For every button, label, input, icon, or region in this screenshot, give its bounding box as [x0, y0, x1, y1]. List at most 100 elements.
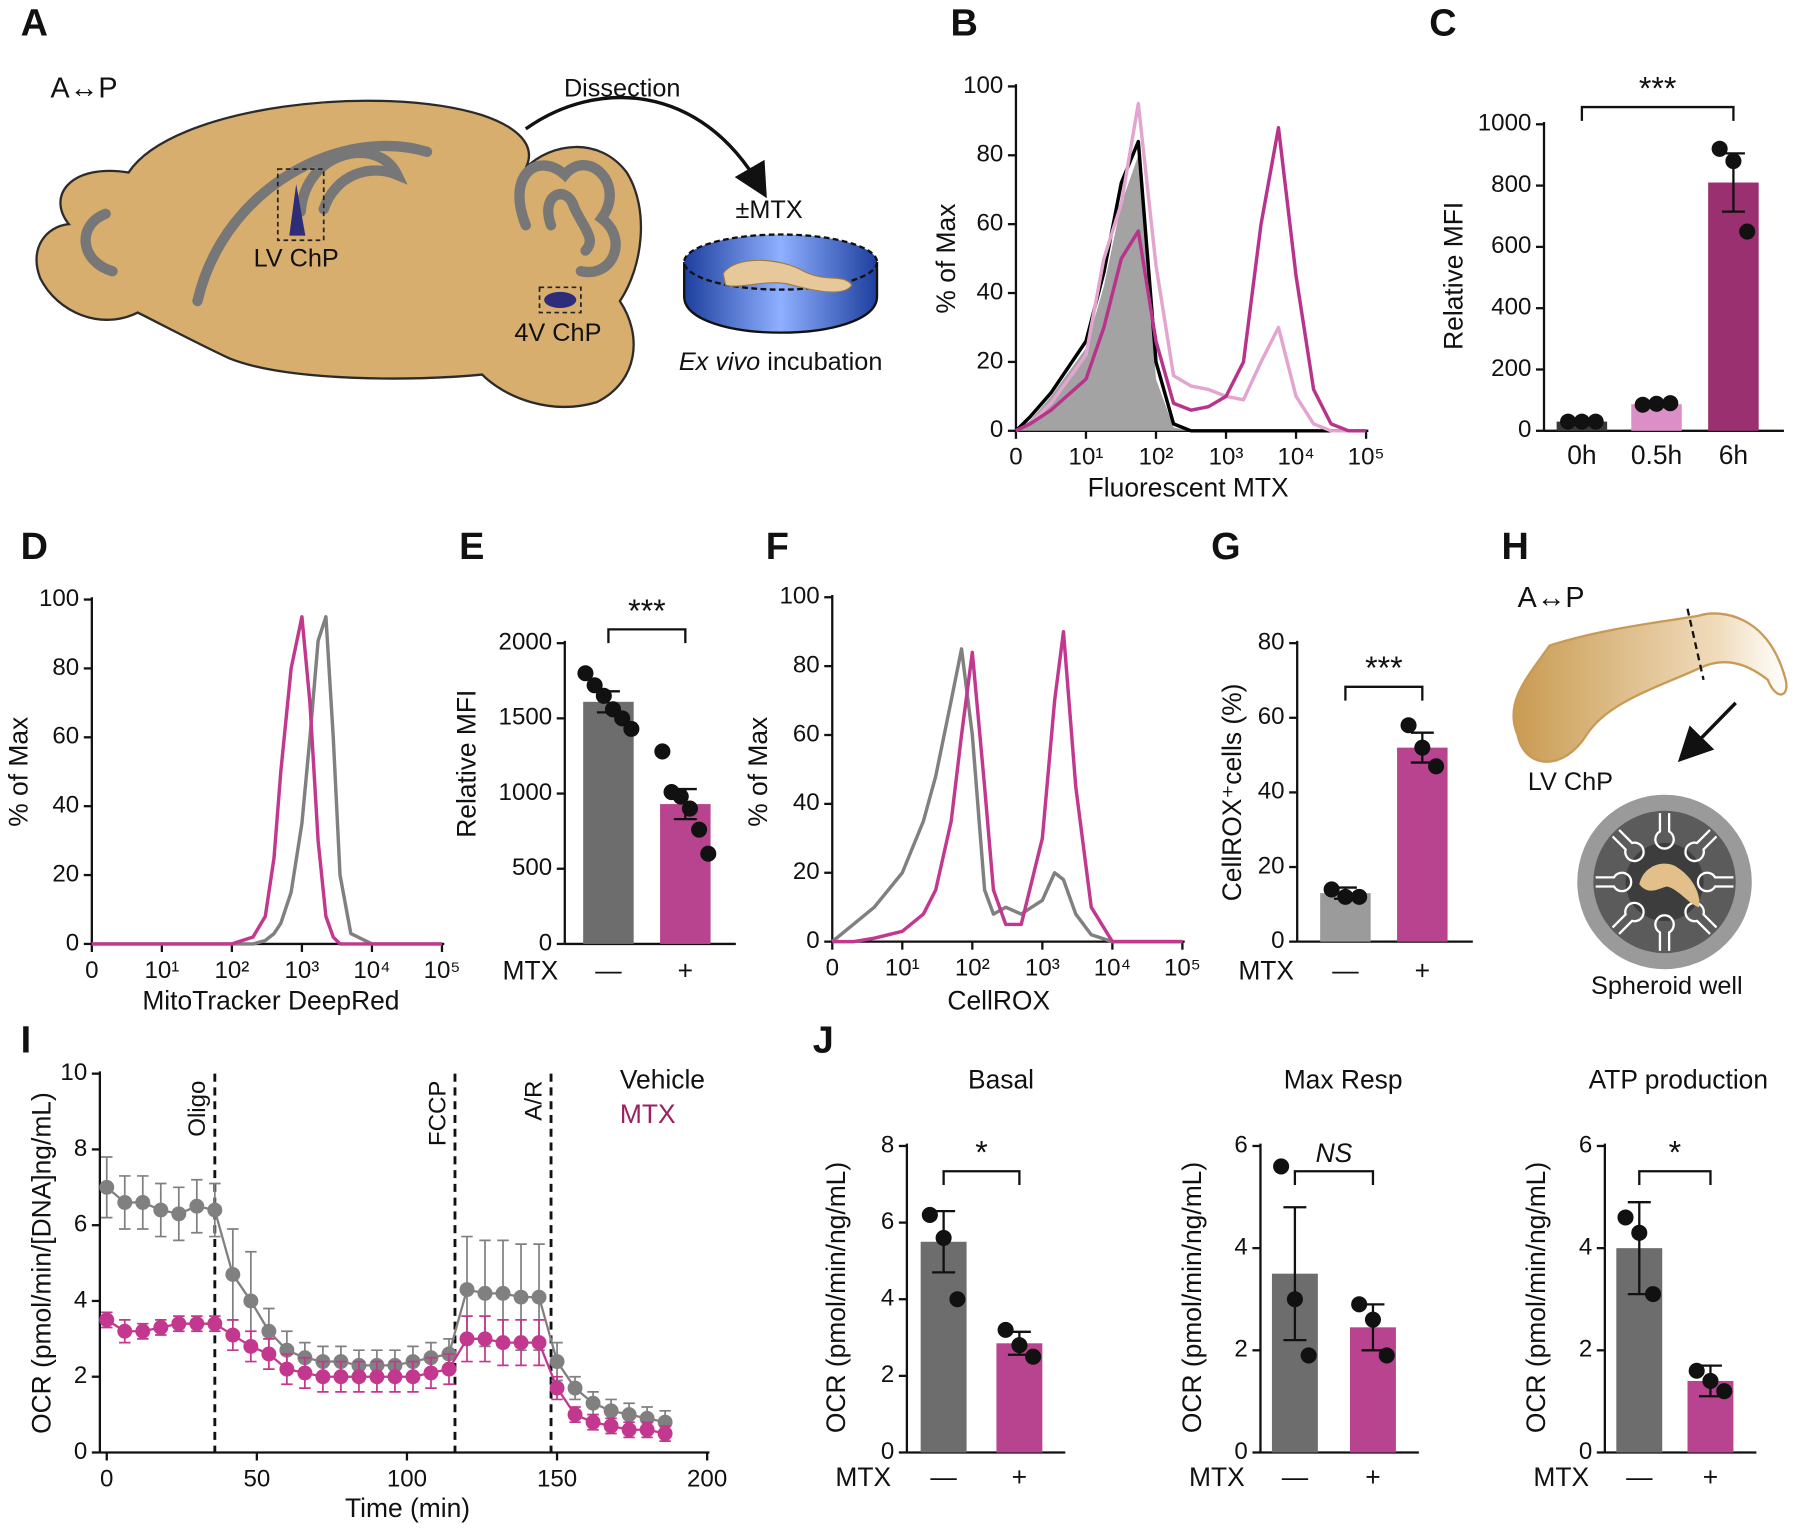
point: [567, 1380, 583, 1396]
y-tick-label: 8: [881, 1131, 894, 1158]
x-axis-label: MTX: [1238, 956, 1294, 986]
point: [495, 1335, 511, 1351]
x-tick-label: 0h: [1567, 440, 1596, 470]
cut-line: [1686, 608, 1705, 681]
significance-label: *: [975, 1135, 988, 1171]
point: [117, 1323, 133, 1339]
data-point: [935, 1229, 952, 1246]
panel-label: J: [813, 1020, 834, 1062]
treatment-label: ±MTX: [736, 196, 803, 224]
significance-bracket: [1638, 1170, 1712, 1186]
data-point: [921, 1206, 938, 1223]
y-tick-label: 0: [539, 929, 552, 956]
x-tick-label: 10²: [214, 957, 249, 984]
orientation: A↔P: [1518, 582, 1585, 614]
panel-label: F: [766, 526, 789, 568]
point: [585, 1414, 601, 1430]
bar: [1397, 747, 1448, 942]
x-tick-label: 0: [100, 1465, 113, 1492]
data-point: [1300, 1347, 1317, 1364]
data-point: [1702, 1372, 1719, 1389]
data-point: [1711, 140, 1728, 157]
x-axis-label: MTX: [1189, 1462, 1245, 1492]
data-point: [1725, 153, 1742, 170]
x-axis-label: MTX: [1533, 1462, 1589, 1492]
significance-label: *: [1669, 1135, 1682, 1171]
y-tick-label: 60: [977, 210, 1004, 237]
x-tick-label: —: [1282, 1462, 1309, 1492]
pillar: [1684, 901, 1718, 935]
y-tick-label: 0: [806, 927, 819, 954]
data-point: [1273, 1158, 1290, 1175]
point: [603, 1418, 619, 1434]
x-tick-label: —: [595, 956, 622, 986]
y-tick-label: 40: [793, 789, 820, 816]
y-axis-label: OCR (pmol/min/[DNA]ng/mL): [27, 1092, 57, 1434]
diagram-h: H A↔P LV ChP Spheroid well: [1502, 526, 1788, 1000]
y-tick-label: 20: [793, 858, 820, 885]
y-tick-label: 2: [74, 1362, 87, 1389]
dashed-box: [276, 168, 325, 242]
significance-label: ***: [1639, 70, 1677, 106]
point: [549, 1354, 565, 1370]
y-axis-label: Relative MFI: [1439, 202, 1469, 350]
point: [99, 1312, 115, 1328]
data-point: [1645, 1286, 1662, 1303]
y-tick-label: 80: [1258, 629, 1285, 656]
significance-label: ***: [628, 593, 666, 629]
data-point: [691, 821, 708, 838]
data-point: [1560, 413, 1577, 430]
point: [153, 1320, 169, 1335]
y-tick-label: 4: [1579, 1234, 1592, 1261]
data-point: [586, 677, 603, 694]
significance-bracket: [1344, 685, 1424, 701]
chart-title: Basal: [968, 1065, 1034, 1095]
x-tick-label: 10³: [284, 957, 319, 984]
x-tick-label: 10⁴: [1277, 444, 1314, 471]
y-tick-label: 8: [74, 1135, 87, 1162]
y-tick-label: 6: [74, 1211, 87, 1238]
point: [531, 1335, 547, 1351]
area: [1015, 155, 1367, 431]
legend-entry: MTX: [620, 1099, 676, 1129]
region-label: LV ChP: [1528, 768, 1613, 796]
cerebellum: [514, 160, 621, 278]
y-tick-label: 500: [512, 854, 552, 881]
data-point: [595, 687, 612, 704]
y-tick-label: 80: [52, 654, 79, 681]
y-tick-label: 10: [60, 1059, 87, 1086]
pillar: [1611, 901, 1645, 935]
y-tick-label: 200: [1491, 355, 1531, 382]
y-tick-label: 6: [1579, 1131, 1592, 1158]
x-tick-label: 150: [537, 1465, 577, 1492]
x-tick-label: 10⁴: [1094, 955, 1131, 982]
point: [189, 1316, 205, 1332]
x-tick-label: 0.5h: [1631, 440, 1682, 470]
y-tick-label: 0: [990, 416, 1003, 443]
data-point: [1011, 1337, 1028, 1354]
data-point: [1400, 717, 1417, 734]
data-point: [1378, 1347, 1395, 1364]
point: [621, 1422, 637, 1438]
data-point: [623, 720, 640, 737]
data-point: [997, 1321, 1014, 1338]
point: [261, 1323, 277, 1339]
data-point: [681, 800, 698, 817]
point: [207, 1202, 223, 1218]
x-tick-label: 10⁵: [424, 957, 461, 984]
spheroid: [1639, 863, 1700, 908]
significance-bracket: [607, 628, 687, 644]
y-tick-label: 6: [881, 1208, 894, 1235]
x-tick-label: 0: [1009, 444, 1022, 471]
data-point: [614, 710, 631, 727]
line: [832, 629, 1183, 944]
point: [369, 1369, 385, 1385]
point: [243, 1293, 259, 1309]
data-point: [1364, 1311, 1381, 1328]
pillar: [1654, 914, 1675, 951]
y-tick-label: 0: [74, 1438, 87, 1465]
y-tick-label: 400: [1491, 294, 1531, 321]
y-tick-label: 40: [1258, 778, 1285, 805]
point: [261, 1346, 277, 1362]
